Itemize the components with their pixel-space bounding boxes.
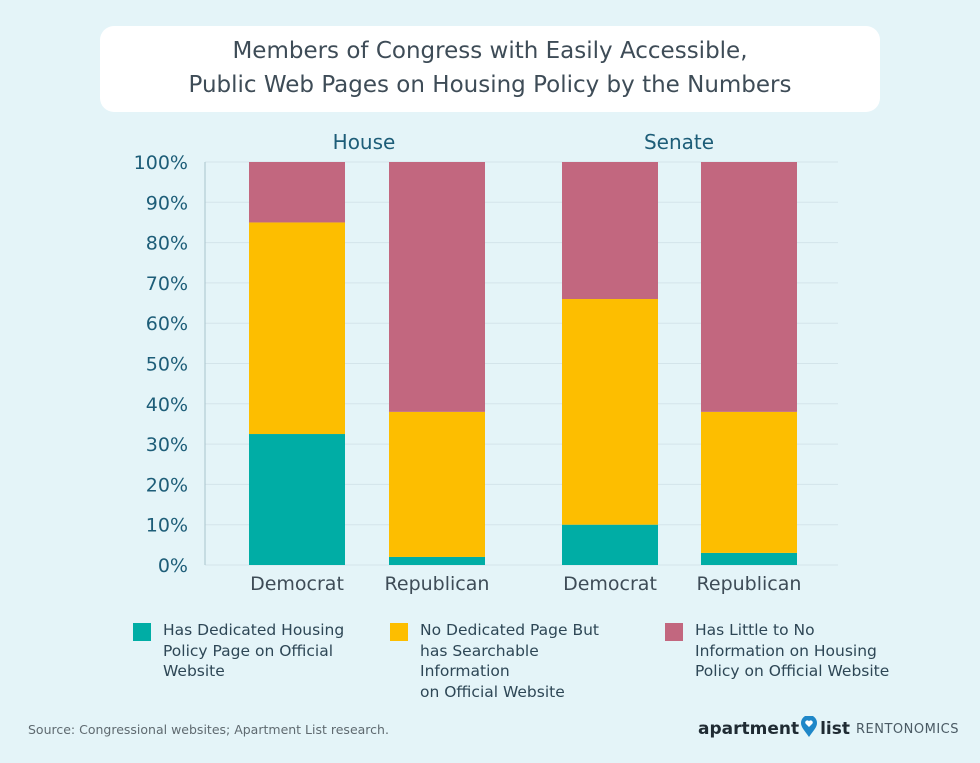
y-tick-label: 90% [146, 192, 188, 214]
legend-label-dedicated: Has Dedicated Housing Policy Page on Off… [163, 620, 373, 682]
y-tick-label: 70% [146, 273, 188, 295]
legend-text: has Searchable Information [420, 641, 539, 681]
legend-swatch-dedicated [133, 623, 151, 641]
bar-segment [562, 162, 658, 300]
brand-logo: apartment list RENTONOMICS [698, 715, 959, 742]
legend-swatch-little [665, 623, 683, 641]
bar-segment [701, 411, 797, 553]
bar-segment [249, 162, 345, 223]
legend-text: Information on Housing [695, 641, 877, 660]
title-box: Members of Congress with Easily Accessib… [100, 26, 880, 112]
y-tick-label: 80% [146, 233, 188, 255]
y-tick-label: 50% [146, 354, 188, 376]
y-tick-label: 30% [146, 434, 188, 456]
legend-text: No Dedicated Page But [420, 621, 600, 639]
brand-subtitle: RENTONOMICS [856, 721, 959, 737]
bar-segment [389, 162, 485, 412]
x-category-label: Democrat [250, 573, 344, 595]
y-tick-label: 0% [158, 555, 188, 577]
chart-title-line-1: Members of Congress with Easily Accessib… [232, 38, 748, 64]
y-tick-label: 60% [146, 313, 188, 335]
group-label: House [333, 130, 396, 154]
x-category-label: Republican [385, 573, 490, 595]
legend-item-dedicated: Has Dedicated Housing Policy Page on Off… [133, 620, 373, 682]
y-tick-label: 10% [146, 515, 188, 537]
legend-text: Has Dedicated Housing [163, 621, 345, 639]
legend-text: on Official Website [420, 682, 565, 701]
legend-text: Policy Page on Official [163, 641, 334, 660]
y-tick-label: 100% [134, 152, 188, 174]
bar-segment [562, 524, 658, 565]
legend-swatch-searchable [390, 623, 408, 641]
chart-title-line-2: Public Web Pages on Housing Policy by th… [188, 72, 792, 98]
bar-segment [701, 552, 797, 565]
bar-segment [249, 222, 345, 435]
bar-segment [389, 411, 485, 557]
y-tick-label: 20% [146, 474, 188, 496]
legend-text: Has Little to No [695, 621, 815, 639]
location-pin-heart-icon [801, 715, 818, 742]
legend-text: Policy on Official Website [695, 662, 890, 680]
bar-segment [701, 162, 797, 412]
y-tick-label: 40% [146, 394, 188, 416]
x-category-label: Democrat [563, 573, 657, 595]
bar-segment [249, 434, 345, 565]
brand-name-part-1: apartment [698, 719, 800, 739]
legend-text: Website [163, 662, 225, 680]
x-category-label: Republican [697, 573, 802, 595]
legend-label-searchable: No Dedicated Page But has Searchable Inf… [420, 620, 630, 702]
group-label: Senate [644, 130, 714, 154]
legend-item-little: Has Little to No Information on Housing … [665, 620, 905, 682]
source-note: Source: Congressional websites; Apartmen… [28, 722, 389, 737]
bar-segment [562, 299, 658, 525]
brand-name-part-2: list [820, 719, 851, 739]
bar-segment [389, 556, 485, 565]
legend-item-searchable: No Dedicated Page But has Searchable Inf… [390, 620, 630, 702]
legend-label-little: Has Little to No Information on Housing … [695, 620, 905, 682]
